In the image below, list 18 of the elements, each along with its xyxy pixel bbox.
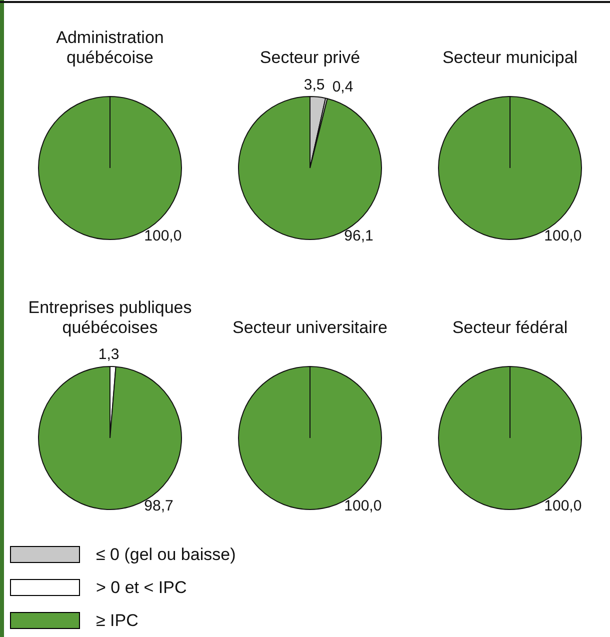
legend-label: ≥ IPC bbox=[96, 610, 138, 630]
data-label: 98,7 bbox=[144, 497, 174, 514]
legend-label: > 0 et < IPC bbox=[96, 578, 187, 598]
data-label: 100,0 bbox=[144, 227, 182, 244]
data-label: 96,1 bbox=[344, 227, 374, 244]
data-label: 1,3 bbox=[98, 346, 120, 364]
chart-title: Entreprises publiques québécoises bbox=[27, 297, 193, 338]
chart-title: Secteur privé bbox=[258, 47, 362, 68]
data-label: 100,0 bbox=[544, 227, 582, 244]
chart-title: Administration québécoise bbox=[55, 27, 165, 68]
legend-label: ≤ 0 (gel ou baisse) bbox=[96, 544, 236, 564]
chart-title: Secteur fédéral bbox=[451, 317, 569, 338]
data-label: 100,0 bbox=[344, 497, 382, 514]
data-label: 3,5 bbox=[304, 76, 325, 94]
chart-title: Secteur municipal bbox=[441, 47, 579, 68]
chart-title: Secteur universitaire bbox=[232, 317, 388, 338]
data-label: 0,4 bbox=[332, 78, 354, 96]
data-label: 100,0 bbox=[544, 497, 582, 514]
